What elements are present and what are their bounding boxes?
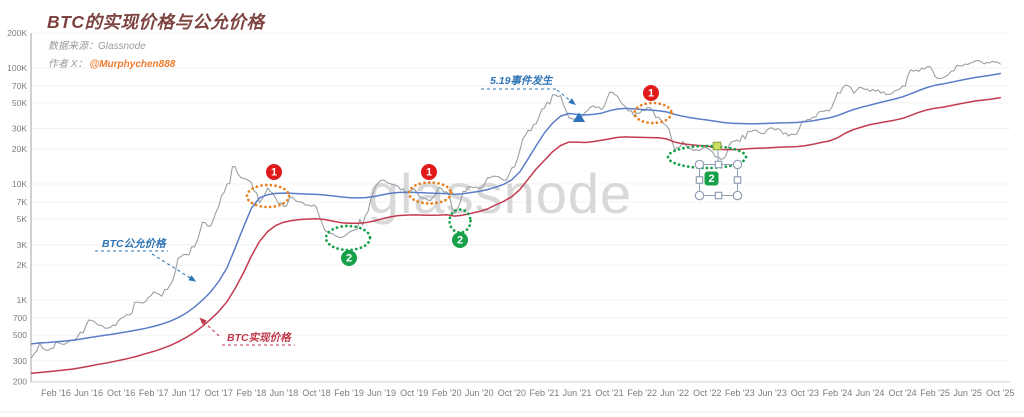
x-tick-label: Oct '17 bbox=[205, 388, 233, 398]
selection-corner-handle[interactable] bbox=[732, 190, 743, 201]
x-tick-label: Jun '25 bbox=[953, 388, 982, 398]
x-tick-label: Jun '20 bbox=[465, 388, 494, 398]
x-tick-label: Feb '16 bbox=[41, 388, 71, 398]
badge-1[interactable] bbox=[266, 164, 282, 180]
x-tick-label: Feb '21 bbox=[530, 388, 560, 398]
badge-2-number: 2 bbox=[708, 173, 714, 185]
event-triangle-marker bbox=[572, 112, 586, 122]
green-dotted-ellipse[interactable] bbox=[666, 144, 748, 170]
badge-1-number: 1 bbox=[271, 167, 277, 179]
badge-1[interactable] bbox=[421, 164, 437, 180]
realized-price-label-arrow bbox=[202, 320, 220, 337]
selection-corner-handle[interactable] bbox=[694, 159, 705, 170]
x-tick-label: Oct '18 bbox=[302, 388, 330, 398]
x-tick-label: Feb '17 bbox=[139, 388, 169, 398]
x-tick-label: Jun '22 bbox=[660, 388, 689, 398]
x-tick-label: Feb '25 bbox=[920, 388, 950, 398]
x-tick-label: Jun '23 bbox=[758, 388, 787, 398]
fair-price-label: BTC公允价格 bbox=[102, 237, 167, 250]
rotate-handle[interactable] bbox=[712, 141, 722, 151]
x-tick-label: Oct '25 bbox=[986, 388, 1014, 398]
y-tick-label: 1K bbox=[17, 295, 28, 305]
selection-edge-handle[interactable] bbox=[733, 176, 742, 184]
author-prefix: 作者 X： bbox=[48, 59, 88, 70]
data-source-prefix: 数据来源： bbox=[48, 41, 98, 52]
fair_price-line bbox=[30, 72, 1002, 345]
badge-2[interactable] bbox=[452, 232, 468, 248]
x-tick-label: Feb '18 bbox=[237, 388, 267, 398]
y-tick-label: 700 bbox=[13, 313, 27, 323]
selection-edge-handle[interactable] bbox=[714, 160, 723, 169]
fair-price-label-arrow bbox=[151, 253, 193, 280]
y-tick-label: 300 bbox=[13, 356, 27, 366]
x-tick-label: Feb '22 bbox=[627, 388, 657, 398]
event-519-label: 5.19事件发生 bbox=[490, 74, 554, 87]
badge-2[interactable] bbox=[341, 250, 357, 266]
y-tick-label: 70K bbox=[12, 81, 27, 91]
selection-corner-handle[interactable] bbox=[694, 190, 705, 201]
realized_price-line bbox=[30, 96, 1002, 374]
x-tick-label: Oct '19 bbox=[400, 388, 428, 398]
y-tick-label: 200K bbox=[7, 28, 27, 38]
x-tick-label: Oct '16 bbox=[107, 388, 135, 398]
x-tick-label: Feb '20 bbox=[432, 388, 462, 398]
badge-1-number: 1 bbox=[426, 167, 432, 179]
axes: 200K 100K 70K 50K 30K 20K 10K 7K 5K 3K 2K 1K 700 500 3… bbox=[0, 28, 1024, 413]
y-tick-label: 50K bbox=[12, 98, 27, 108]
y-tick-label: 500 bbox=[13, 330, 27, 340]
x-tick-label: Jun '17 bbox=[172, 388, 201, 398]
page-title: BTC的实现价格与公允价格 bbox=[47, 12, 265, 32]
y-tick-label: 5K bbox=[17, 214, 28, 224]
x-tick-label: Jun '19 bbox=[367, 388, 396, 398]
orange-dotted-ellipse[interactable] bbox=[633, 101, 673, 125]
badge-2[interactable] bbox=[704, 171, 719, 186]
y-tick-label: 10K bbox=[12, 179, 27, 189]
series-lines bbox=[30, 60, 1002, 374]
x-tick-label: Jun '16 bbox=[74, 388, 103, 398]
realized-price-label: BTC实现价格 bbox=[227, 331, 292, 344]
selection-corner-handle[interactable] bbox=[732, 159, 743, 170]
selection-edge-handle[interactable] bbox=[695, 176, 704, 184]
badge-1[interactable] bbox=[643, 85, 659, 101]
y-tick-label: 20K bbox=[12, 144, 27, 154]
data-source-value: Glassnode bbox=[98, 41, 146, 52]
y-tick-label: 3K bbox=[17, 240, 28, 250]
author-line: 作者 X： @Murphychen888 bbox=[48, 55, 175, 70]
green-dotted-ellipse[interactable] bbox=[324, 224, 372, 252]
y-tick-label: 200 bbox=[13, 376, 27, 386]
x-tick-label: Oct '24 bbox=[888, 388, 916, 398]
orange-dotted-ellipse[interactable] bbox=[245, 183, 291, 209]
badge-2-number: 2 bbox=[346, 253, 352, 265]
green-dotted-ellipse[interactable] bbox=[448, 208, 472, 234]
data-source-line: 数据来源：Glassnode bbox=[48, 37, 146, 52]
badge-1-number: 1 bbox=[648, 88, 654, 100]
author-handle[interactable]: @Murphychen888 bbox=[89, 59, 176, 70]
x-tick-label: Oct '21 bbox=[595, 388, 623, 398]
btc_price-line bbox=[31, 60, 1001, 359]
x-tick-label: Oct '23 bbox=[791, 388, 819, 398]
y-tick-label: 30K bbox=[12, 124, 27, 134]
x-tick-label: Feb '19 bbox=[334, 388, 364, 398]
x-tick-label: Jun '18 bbox=[270, 388, 299, 398]
badge-2-number: 2 bbox=[457, 235, 463, 247]
x-tick-label: Feb '23 bbox=[725, 388, 755, 398]
x-tick-label: Jun '24 bbox=[856, 388, 885, 398]
x-tick-label: Jun '21 bbox=[563, 388, 592, 398]
y-tick-label: 100K bbox=[7, 63, 27, 73]
x-tick-label: Oct '20 bbox=[498, 388, 526, 398]
annotation-arrowhead bbox=[188, 275, 197, 282]
y-tick-label: 2K bbox=[17, 260, 28, 270]
x-tick-label: Oct '22 bbox=[693, 388, 721, 398]
annotations: 1 1 1 2 2 2 BTC公允价格 BTC实现价格 5.19事件发生 bbox=[95, 74, 748, 346]
orange-dotted-ellipse[interactable] bbox=[407, 181, 453, 205]
annotation-arrowhead bbox=[199, 317, 207, 325]
y-tick-label: 7K bbox=[17, 197, 28, 207]
annotation-arrowhead bbox=[568, 98, 576, 106]
x-tick-label: Feb '24 bbox=[823, 388, 853, 398]
selection-edge-handle[interactable] bbox=[714, 191, 723, 200]
